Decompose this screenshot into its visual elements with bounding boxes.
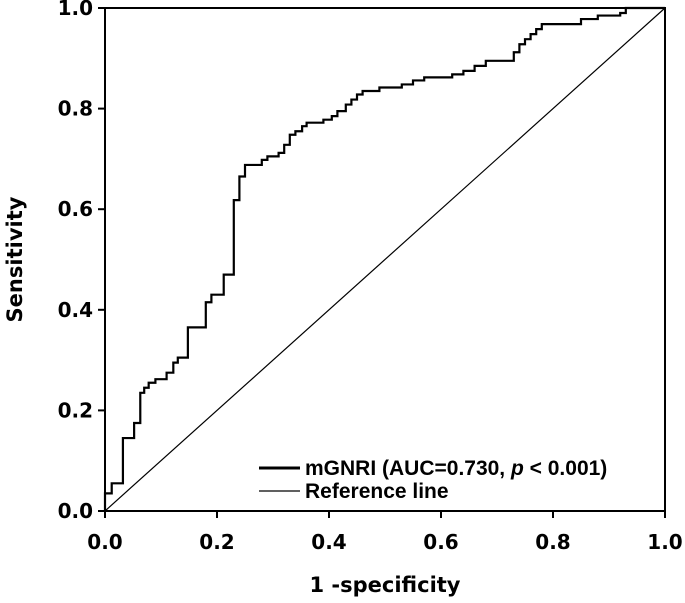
legend-label-reference: Reference line (305, 480, 449, 503)
x-tick-label: 1.0 (647, 530, 682, 554)
legend: mGNRI (AUC=0.730, p < 0.001) Reference l… (259, 457, 607, 503)
x-axis-title: 1 -specificity (310, 573, 461, 597)
curves-layer (103, 6, 666, 512)
x-tick-label: 0.8 (535, 530, 570, 554)
y-axis-title: Sensitivity (3, 196, 27, 322)
y-tick-label: 0.0 (58, 499, 93, 523)
x-tick-label: 0.2 (199, 530, 234, 554)
legend-label-mgnri-suffix: < 0.001) (524, 457, 607, 480)
plot-area-frame (104, 7, 666, 512)
legend-label-mgnri-prefix: mGNRI (AUC=0.730, (305, 457, 511, 480)
series-line-reference (104, 7, 666, 512)
y-tick-label: 0.6 (58, 197, 93, 221)
y-tick-label: 0.2 (58, 398, 93, 422)
x-tick-label: 0.0 (87, 530, 122, 554)
x-tick-label: 0.6 (423, 530, 458, 554)
legend-label-mgnri-p: p (510, 457, 524, 480)
y-tick-label: 1.0 (58, 0, 93, 20)
y-axis: 0.0 0.2 0.4 0.6 0.8 1.0 (58, 0, 105, 523)
x-tick-label: 0.4 (311, 530, 346, 554)
y-tick-label: 0.8 (58, 97, 93, 121)
y-tick-label: 0.4 (58, 298, 93, 322)
x-axis: 0.0 0.2 0.4 0.6 0.8 1.0 (87, 511, 683, 554)
legend-label-mgnri: mGNRI (AUC=0.730, p < 0.001) (305, 457, 607, 480)
series-line-mgnri (103, 6, 665, 511)
